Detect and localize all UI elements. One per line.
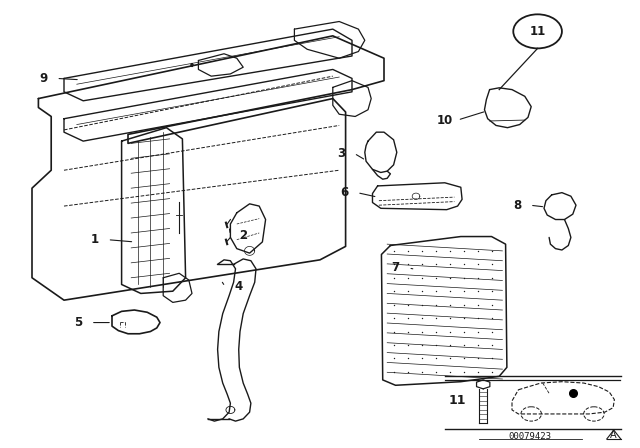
Text: 3: 3 — [337, 146, 345, 160]
Text: 2: 2 — [239, 228, 247, 242]
Text: 6: 6 — [340, 186, 348, 199]
Text: 4: 4 — [234, 280, 242, 293]
Text: A: A — [610, 430, 616, 439]
Text: 10: 10 — [436, 113, 453, 127]
Text: 11: 11 — [449, 394, 467, 408]
Text: 8: 8 — [513, 198, 521, 212]
Text: 00079423: 00079423 — [508, 432, 552, 441]
Text: 11: 11 — [529, 25, 546, 38]
Text: 9: 9 — [40, 72, 47, 85]
Text: 7: 7 — [392, 261, 399, 275]
Text: 1: 1 — [91, 233, 99, 246]
Text: 5: 5 — [74, 316, 82, 329]
